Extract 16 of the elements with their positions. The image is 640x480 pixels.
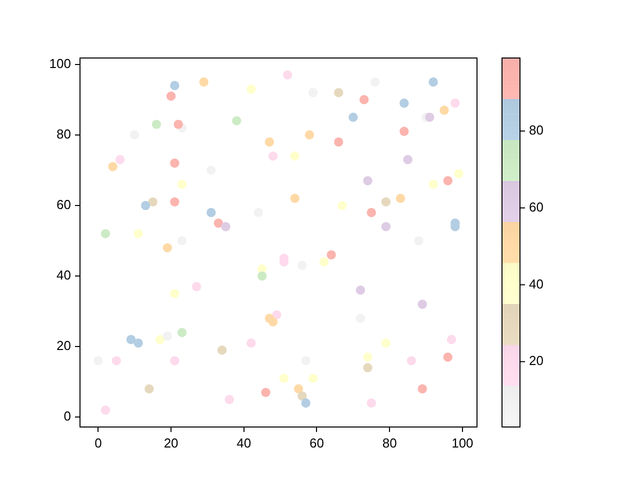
x-tick-label: 80 (382, 435, 397, 450)
y-tick-label: 60 (56, 197, 71, 212)
x-tick-label: 60 (310, 435, 324, 450)
x-tick-label: 100 (452, 435, 474, 450)
y-tick-label: 40 (56, 268, 71, 283)
y-tick-label: 0 (64, 408, 71, 424)
y-tick-label: 100 (49, 56, 71, 71)
y-tick-label: 20 (56, 338, 71, 354)
color-bar-label: 60 (529, 199, 544, 214)
x-tick-label: 20 (164, 435, 178, 450)
color-bar-label: 20 (529, 353, 544, 368)
x-tick-label: 0 (94, 435, 102, 450)
y-tick-label: 80 (56, 126, 71, 142)
color-bar-label: 80 (529, 122, 544, 138)
x-tick-label: 40 (236, 435, 252, 450)
color-bar-label: 40 (529, 276, 544, 292)
